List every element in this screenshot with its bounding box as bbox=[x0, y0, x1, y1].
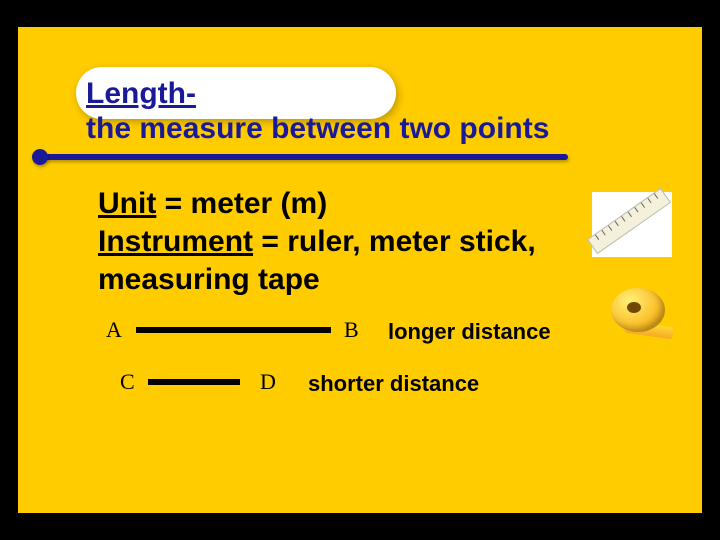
tape-line: measuring tape bbox=[98, 263, 320, 297]
label-d: D bbox=[260, 369, 276, 395]
longer-distance-label: longer distance bbox=[388, 319, 551, 345]
unit-label: Unit bbox=[98, 187, 156, 220]
divider-bar bbox=[38, 154, 568, 160]
slide: Length- the measure between two points U… bbox=[18, 27, 702, 513]
cd-row: C D shorter distance bbox=[98, 369, 628, 399]
bar-ab bbox=[136, 327, 331, 333]
label-c: C bbox=[120, 369, 135, 395]
instrument-label: Instrument bbox=[98, 225, 253, 258]
shorter-distance-label: shorter distance bbox=[308, 371, 479, 397]
ruler-icon bbox=[592, 192, 672, 257]
label-a: A bbox=[106, 317, 122, 343]
instrument-rest: = ruler, meter stick, bbox=[253, 225, 536, 258]
label-b: B bbox=[344, 317, 359, 343]
diagram: A B longer distance C D shorter distance bbox=[98, 317, 628, 399]
instrument-line: Instrument = ruler, meter stick, bbox=[98, 225, 536, 259]
bar-cd bbox=[148, 379, 240, 385]
ab-row: A B longer distance bbox=[98, 317, 628, 347]
title-line2: the measure between two points bbox=[86, 112, 549, 146]
title-line1: Length- bbox=[86, 77, 196, 111]
unit-rest: = meter (m) bbox=[156, 187, 327, 220]
unit-line: Unit = meter (m) bbox=[98, 187, 327, 221]
